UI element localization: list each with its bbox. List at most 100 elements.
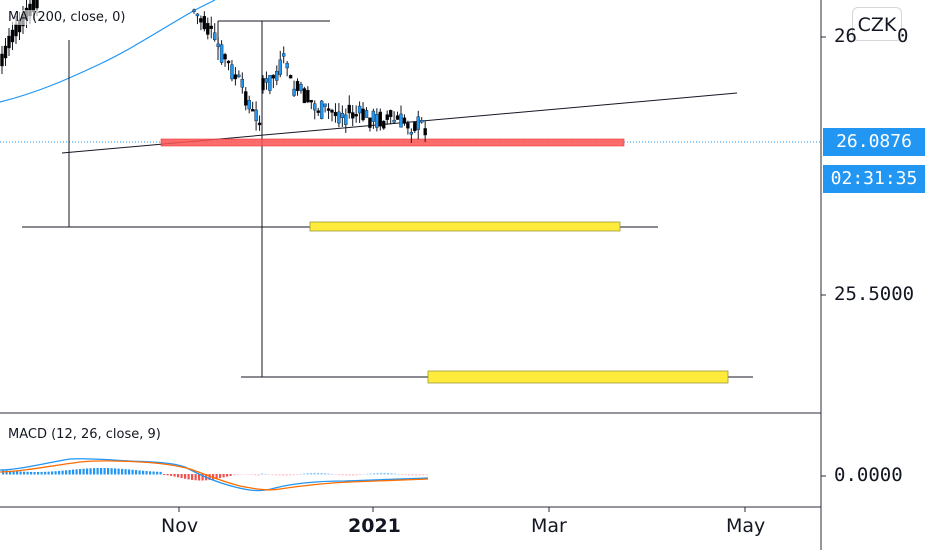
macd-histogram-bar: [215, 474, 218, 479]
candle-body: [364, 110, 369, 118]
candle-body: [261, 78, 265, 91]
candle-body: [361, 108, 365, 121]
candle-body: [409, 132, 414, 135]
candle-body: [7, 35, 11, 49]
macd-histogram-bar: [278, 474, 281, 476]
macd-histogram-bar: [26, 471, 29, 475]
candle-body: [202, 16, 207, 30]
candle-body: [257, 122, 262, 126]
candle-body: [237, 74, 241, 78]
candle-body: [250, 109, 255, 112]
candle-body: [344, 114, 348, 125]
macd-histogram-bar: [117, 468, 120, 475]
macd-histogram-bar: [219, 474, 222, 479]
target-zone-yellow-2[interactable]: [427, 370, 729, 384]
macd-histogram-bar: [173, 474, 176, 477]
macd-histogram-bar: [331, 473, 334, 475]
macd-histogram-bar: [345, 474, 348, 476]
macd-histogram-bar: [373, 473, 376, 475]
candle-body: [35, 0, 39, 9]
macd-histogram-bar: [404, 474, 407, 476]
candle-body: [226, 60, 231, 64]
macd-histogram-bar: [275, 474, 278, 476]
macd-histogram-bar: [58, 470, 61, 475]
candle-body: [271, 74, 276, 79]
candle-body: [195, 13, 200, 17]
candle-body: [199, 18, 203, 23]
candle-body: [326, 108, 331, 111]
candle-body: [351, 112, 355, 119]
macd-histogram-bar: [12, 470, 15, 475]
macd-histogram-bar: [135, 470, 138, 475]
macd-histogram-bar: [236, 474, 239, 475]
candle-body: [340, 113, 345, 119]
candle-body: [230, 64, 234, 80]
candle-body: [357, 105, 362, 114]
support-zone-red[interactable]: [160, 138, 625, 147]
macd-histogram-bar: [149, 471, 152, 475]
candle-body: [10, 29, 15, 43]
macd-histogram-bar: [401, 474, 404, 475]
macd-histogram-bar: [61, 470, 64, 475]
candle-body: [212, 32, 217, 41]
candle-body: [385, 114, 389, 120]
countdown-tag: 02:31:35: [823, 165, 925, 193]
candle-body: [375, 114, 379, 128]
macd-indicator-label[interactable]: MACD (12, 26, close, 9): [8, 427, 161, 442]
macd-histogram-bar: [142, 470, 145, 475]
macd-histogram-bar: [128, 469, 131, 475]
candle-body: [323, 103, 327, 107]
macd-histogram-bar: [89, 468, 92, 475]
candle-body: [295, 80, 300, 92]
macd-histogram-bar: [355, 474, 358, 476]
macd-histogram-bar: [303, 473, 306, 475]
candle-body: [244, 91, 248, 106]
candle-body: [14, 23, 18, 37]
macd-histogram-bar: [415, 474, 418, 476]
candle-body: [278, 59, 282, 75]
macd-signal-line: [0, 460, 429, 491]
macd-histogram-bar: [47, 471, 50, 475]
time-label-mar: Mar: [531, 515, 567, 537]
candle-body: [420, 120, 424, 123]
macd-histogram-bar: [82, 468, 85, 475]
macd-histogram-bar: [212, 474, 215, 480]
ma-indicator-label[interactable]: MA (200, close, 0): [8, 10, 126, 25]
macd-histogram-bar: [121, 468, 124, 475]
macd-histogram-bar: [264, 473, 267, 475]
macd-histogram-bar: [110, 468, 113, 475]
candle-body: [288, 75, 293, 79]
macd-histogram-bar: [5, 470, 8, 475]
candle-body: [413, 122, 417, 132]
candle-body: [268, 75, 272, 91]
price-label-mid: 25.5000: [834, 283, 915, 305]
macd-histogram-bar: [348, 474, 351, 476]
macd-histogram-bar: [243, 474, 246, 475]
macd-histogram-bar: [418, 474, 421, 476]
macd-histogram-bar: [282, 474, 285, 476]
macd-histogram-bar: [93, 468, 96, 475]
candle-body: [0, 53, 4, 67]
macd-histogram-bar: [394, 473, 397, 475]
macd-histogram-bar: [387, 472, 390, 475]
candle-body: [275, 71, 279, 81]
macd-histogram-bar: [166, 474, 169, 476]
macd-histogram-bar: [222, 474, 225, 478]
currency-badge[interactable]: CZK: [852, 7, 902, 41]
macd-histogram-bar: [19, 471, 22, 475]
candle-body: [316, 110, 320, 113]
candle-body: [399, 113, 403, 128]
macd-zero-label: 0.0000: [834, 464, 903, 486]
macd-histogram-bar: [366, 473, 369, 475]
macd-histogram-bar: [422, 474, 425, 476]
macd-histogram-bar: [247, 474, 250, 475]
macd-histogram-bar: [254, 474, 257, 476]
macd-histogram-bar: [51, 471, 54, 475]
candle-body: [395, 115, 400, 120]
macd-histogram-bar: [114, 468, 117, 475]
macd-histogram-bar: [268, 474, 271, 475]
target-zone-yellow-1[interactable]: [309, 221, 621, 232]
macd-histogram-bar: [163, 474, 166, 475]
